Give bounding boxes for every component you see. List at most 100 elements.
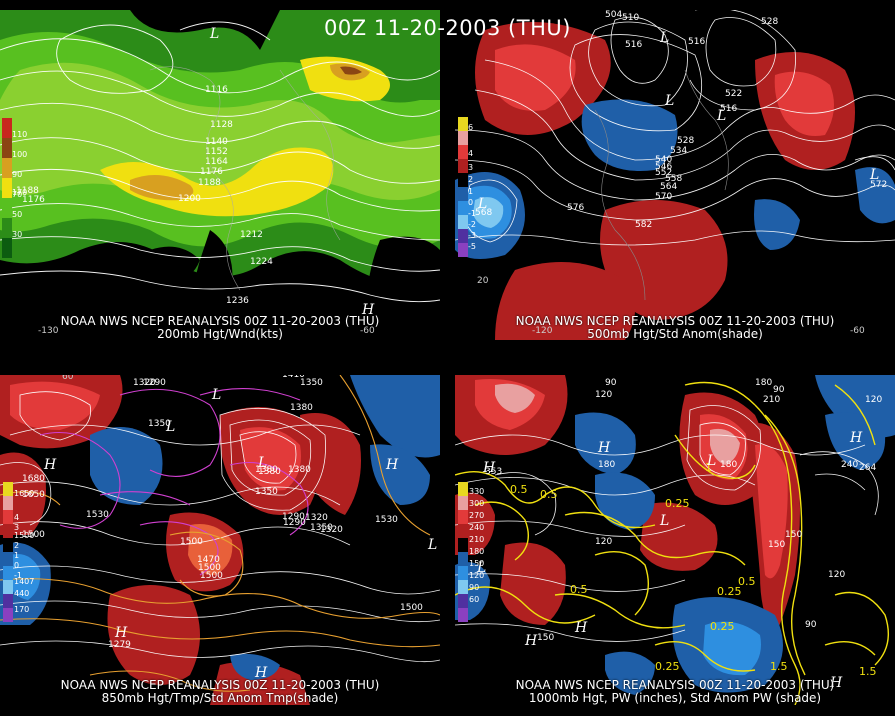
high-pressure-marker: H <box>850 430 863 446</box>
contour-label: 582 <box>635 220 653 230</box>
panel-1000mb-pw: 330 300 270 240 210 180 150 120 90 60 90… <box>455 375 895 705</box>
legend-label: 170 <box>14 605 30 614</box>
high-pressure-marker: H <box>598 440 611 456</box>
pw-contour-label: 0.25 <box>655 660 680 673</box>
contour-label: 353 <box>485 467 503 477</box>
low-pressure-marker: L <box>660 30 670 46</box>
page-title: 00Z 11-20-2003 (THU) <box>324 16 571 40</box>
legend-label: 2 <box>14 541 20 550</box>
legend-label: 3 <box>14 523 20 532</box>
contour-label: 210 <box>763 395 781 405</box>
legend-label: 180 <box>469 547 485 556</box>
contour-label: 572 <box>870 180 888 190</box>
panel-caption-line1: NOAA NWS NCEP REANALYSIS 00Z 11-20-2003 … <box>515 678 835 692</box>
pw-contour-label: 0.5 <box>738 575 756 588</box>
legend-label: -1 <box>468 209 476 218</box>
contour-label: 522 <box>725 89 743 99</box>
legend-label: 100 <box>12 150 28 159</box>
contour-label: 1500 <box>200 571 223 581</box>
legend-label: 60 <box>469 595 480 604</box>
contour-label: 1140 <box>205 137 228 147</box>
contour-label: 1350 <box>255 487 278 497</box>
legend-label: 270 <box>469 511 485 520</box>
legend-label: 440 <box>14 589 30 598</box>
contour-label: 546 <box>655 162 673 172</box>
legend-label: 0 <box>14 561 20 570</box>
contour-label: 1212 <box>240 230 263 240</box>
legend-label: 120 <box>469 571 485 580</box>
high-pressure-marker: H <box>362 302 375 318</box>
high-pressure-marker: H <box>255 665 268 681</box>
lon-label: -60 <box>850 326 865 336</box>
legend-label: 6 <box>468 123 474 132</box>
contour-label: 90 <box>805 620 817 630</box>
panel-caption-line2: 200mb Hgt/Wnd(kts) <box>157 327 283 341</box>
low-pressure-marker: L <box>477 560 487 576</box>
contour-label: 516 <box>720 104 738 114</box>
high-pressure-marker: H <box>44 457 57 473</box>
high-pressure-marker: H <box>575 620 588 636</box>
contour-label: 1116 <box>205 85 228 95</box>
contour-label: 1500 <box>400 603 423 613</box>
legend-label: 150 <box>469 559 485 568</box>
legend-label: 170 <box>12 188 28 197</box>
contour-label: 516 <box>625 40 643 50</box>
contour-label: 1320 <box>305 513 328 523</box>
contour-label: 1350 <box>148 419 171 429</box>
contour-label: 1650 <box>22 490 45 500</box>
low-pressure-marker: L <box>478 196 488 212</box>
pw-contour-label: 0.25 <box>710 620 735 633</box>
contour-label: 180 <box>720 460 738 470</box>
panel-850mb: 1650 1500 4 3 2 1 0 -1 1407 440 170 1290… <box>0 375 440 705</box>
legend-label: -2 <box>468 220 476 229</box>
contour-label: 90 <box>773 385 785 395</box>
legend-label: 4 <box>468 149 474 158</box>
contour-label: 120 <box>828 570 846 580</box>
low-pressure-marker: L <box>707 453 717 469</box>
legend-label: 30 <box>12 230 23 239</box>
legend-label: -5 <box>468 242 476 251</box>
legend-label: 240 <box>469 523 485 532</box>
lon-label: 20 <box>477 276 489 286</box>
contour-label: 240 <box>841 460 859 470</box>
contour-label: 1470 <box>197 555 220 565</box>
map-500mb-anomaly <box>455 10 895 340</box>
legend-label: 1407 <box>14 577 35 586</box>
high-pressure-marker: H <box>525 633 538 649</box>
pw-contour-label: 1.5 <box>770 660 788 673</box>
contour-label: 1500 <box>22 530 45 540</box>
contour-label: 264 <box>859 463 877 473</box>
contour-label: 1530 <box>86 510 109 520</box>
legend-label: 1650 <box>14 489 35 498</box>
legend-label: -3 <box>468 231 476 240</box>
legend-label: 1500 <box>14 531 35 540</box>
panel-caption-line2: 500mb Hgt/Std Anom(shade) <box>587 327 763 341</box>
low-pressure-marker: L <box>660 513 670 529</box>
pw-contour-label: 0.25 <box>665 497 690 510</box>
panel-caption-line2: 1000mb Hgt, PW (inches), Std Anom PW (sh… <box>528 691 822 705</box>
contour-label: 540 <box>655 155 673 165</box>
legend-850mb <box>3 482 13 622</box>
contour-label: 1176 <box>22 195 45 205</box>
lon-label: -60 <box>360 326 375 336</box>
contour-label: 1176 <box>200 167 223 177</box>
contour-label: 1128 <box>210 120 233 130</box>
contour-label: 1410 <box>282 375 305 380</box>
legend-label: 50 <box>12 210 23 219</box>
contour-label: 1350 <box>310 523 333 533</box>
contour-label: 1500 <box>180 537 203 547</box>
legend-label: -1 <box>14 571 22 580</box>
contour-label: 1290 <box>282 512 305 522</box>
contour-label: 564 <box>660 182 678 192</box>
low-pressure-marker: L <box>428 537 438 553</box>
contour-label: 1188 <box>16 186 39 196</box>
contour-label: 90 <box>605 378 617 388</box>
contour-label: 120 <box>595 537 613 547</box>
contour-label: 558 <box>665 174 683 184</box>
contour-label: 516 <box>688 37 706 47</box>
contour-label: 1530 <box>375 515 398 525</box>
contour-label: 1200 <box>178 194 201 204</box>
high-pressure-marker: H <box>483 460 496 476</box>
contour-label: 150 <box>768 540 786 550</box>
